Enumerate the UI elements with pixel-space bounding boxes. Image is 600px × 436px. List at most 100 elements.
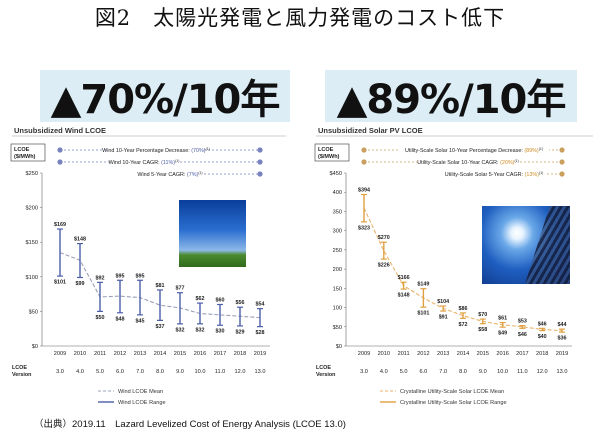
- low-value-label: $40: [538, 334, 547, 340]
- trend-note: (1): [539, 171, 543, 175]
- high-value-label: $46: [538, 321, 547, 327]
- x-tick-label: 2017: [516, 351, 528, 357]
- high-value-label: $394: [358, 188, 370, 194]
- legend-range-label: Wind LCOE Range: [118, 400, 166, 406]
- trend-end-dot: [257, 159, 263, 165]
- x-tick-label: 2013: [134, 351, 146, 357]
- ylabel-line2: ($/MWh): [14, 154, 36, 160]
- x-tick-label: 2010: [74, 351, 86, 357]
- low-value-label: $50: [96, 315, 105, 321]
- page-title: 図2 太陽光発電と風力発電のコスト低下: [94, 6, 506, 30]
- ylabel-line1: LCOE: [318, 147, 334, 153]
- trend-start-dot: [57, 159, 63, 165]
- x-tick-label: 2011: [398, 351, 410, 357]
- trend-text: Utility-Scale Solar 5-Year CAGR:: [445, 172, 525, 178]
- ylabel-box: [10, 143, 46, 162]
- version-label: 13.0: [557, 369, 568, 375]
- trend-note: (1): [206, 147, 210, 151]
- y-tick-label: $50: [333, 325, 342, 331]
- high-value-label: $148: [74, 237, 86, 243]
- version-label: 5.0: [96, 369, 104, 375]
- version-label: 13.0: [255, 369, 266, 375]
- chart-title: Unsubsidized Wind LCOE: [14, 126, 106, 135]
- low-value-label: $30: [216, 329, 225, 335]
- y-tick-label: $150: [26, 240, 38, 246]
- trend-label-bg: [442, 169, 546, 178]
- high-value-label: $95: [136, 273, 145, 279]
- high-value-label: $62: [196, 296, 205, 302]
- trend-start-dot: [361, 159, 367, 165]
- ylabel-line2: ($/MWh): [318, 154, 340, 160]
- trend-label-bg: [418, 157, 518, 166]
- wind-decrease-text: ▲70%/10年: [50, 77, 281, 123]
- trend-value: (89%): [524, 148, 539, 154]
- wind-turbine-photo: [179, 200, 246, 267]
- low-value-label: $99: [76, 281, 85, 287]
- wind-lcoe-chart: Unsubsidized Wind LCOE LCOE ($/MWh) Wind 10…: [10, 126, 286, 406]
- version-label: 3.0: [56, 369, 64, 375]
- version-label: 9.0: [176, 369, 184, 375]
- low-value-label: $32: [176, 327, 185, 333]
- trend-note: (1): [198, 171, 202, 175]
- low-value-label: $226: [378, 263, 390, 269]
- low-value-label: $29: [236, 329, 245, 335]
- version-row-label-1: LCOE: [12, 365, 27, 371]
- trend-value: (20%): [500, 160, 515, 166]
- high-value-label: $92: [96, 275, 105, 281]
- version-label: 8.0: [156, 369, 164, 375]
- high-value-label: $53: [518, 319, 527, 325]
- y-tick-label: $100: [26, 275, 38, 281]
- solar-lcoe-chart: Unsubsidized Solar PV LCOELCOE($/MWh)Uti…: [314, 126, 593, 406]
- trend-text: Utility-Scale Solar 10-Year CAGR:: [417, 160, 500, 166]
- low-value-label: $32: [196, 327, 205, 333]
- version-label: 3.0: [360, 369, 368, 375]
- high-value-label: $149: [417, 282, 429, 288]
- high-value-label: $60: [216, 297, 225, 303]
- y-tick-label: 250: [333, 248, 342, 254]
- x-tick-label: 2012: [114, 351, 126, 357]
- trend-end-dot: [257, 171, 263, 177]
- version-row-label-1: LCOE: [316, 365, 331, 371]
- solar-decrease-banner: ▲89%/10年: [325, 70, 577, 123]
- x-tick-label: 2009: [54, 351, 66, 357]
- mean-line: [59, 252, 261, 319]
- trend-label: Utility-Scale Solar 5-Year CAGR: (13%)(1…: [445, 171, 543, 178]
- trend-note: (1): [514, 159, 518, 163]
- trend-start-dot: [361, 147, 367, 153]
- version-label: 7.0: [439, 369, 447, 375]
- high-value-label: $95: [116, 273, 125, 279]
- high-value-label: $44: [558, 322, 567, 328]
- high-value-label: $61: [498, 316, 507, 322]
- trend-text: Wind 5-Year CAGR:: [137, 172, 187, 178]
- low-value-label: $101: [54, 280, 66, 286]
- low-value-label: $46: [518, 332, 527, 338]
- low-value-label: $91: [439, 315, 448, 321]
- y-tick-label: 400: [333, 190, 342, 196]
- solar-chart-panel: Unsubsidized Solar PV LCOE LCOE ($/MWh) Uti…: [312, 124, 597, 420]
- solar-panel-photo: [482, 206, 570, 284]
- version-label: 9.0: [479, 369, 487, 375]
- version-row-label-2: Version: [316, 372, 335, 378]
- y-tick-label: $0: [336, 344, 342, 350]
- x-tick-label: 2009: [358, 351, 370, 357]
- trend-label: Wind 10-Year Percentage Decrease: (70%)(…: [102, 147, 210, 154]
- trend-label-bg: [136, 169, 204, 178]
- trend-value: (7%): [187, 172, 199, 178]
- low-value-label: $28: [256, 330, 265, 336]
- trend-label-bg: [399, 145, 549, 154]
- wind-decrease-banner: ▲70%/10年: [40, 70, 290, 123]
- trend-end-dot: [559, 159, 565, 165]
- trend-value: (13%): [525, 172, 540, 178]
- high-value-label: $54: [256, 302, 265, 308]
- source-citation: （出典）2019.11 Lazard Levelized Cost of Ene…: [34, 419, 346, 430]
- chart-title: Unsubsidized Solar PV LCOE: [318, 126, 423, 135]
- version-label: 4.0: [76, 369, 84, 375]
- version-label: 10.0: [497, 369, 508, 375]
- x-tick-label: 2010: [378, 351, 390, 357]
- x-tick-label: 2019: [556, 351, 568, 357]
- trend-label: Utility-Scale Solar 10-Year Percentage D…: [405, 147, 543, 154]
- y-tick-label: $450: [330, 171, 342, 177]
- high-value-label: $56: [236, 300, 245, 306]
- x-tick-label: 2016: [496, 351, 508, 357]
- trend-label: Utility-Scale Solar 10-Year CAGR: (20%)(…: [417, 159, 518, 166]
